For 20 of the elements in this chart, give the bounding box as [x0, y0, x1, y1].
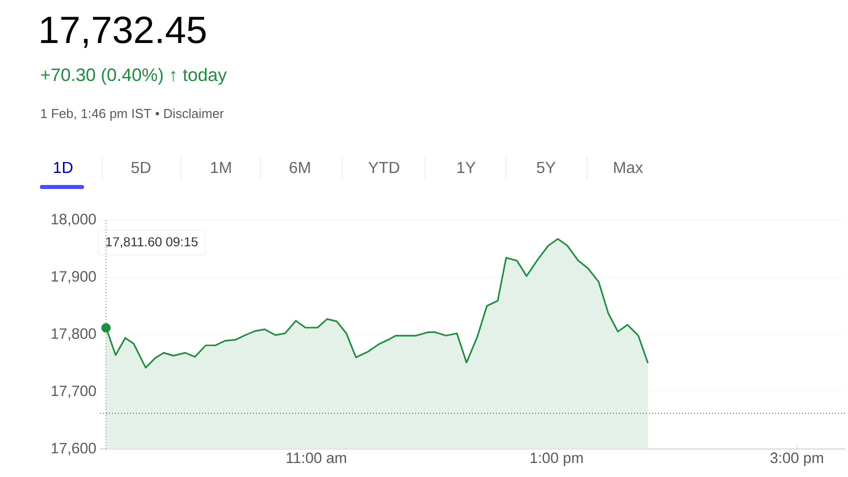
- y-tick-label: 18,000: [52, 214, 96, 226]
- y-tick-label: 17,800: [52, 328, 96, 341]
- text: 5D: [131, 162, 150, 174]
- chart-title: 17,732.45: [41, 16, 206, 48]
- x-tick-label: 11:00 am: [286, 452, 346, 464]
- text: 1 Feb, 1:46 pm IST • Disclaimer: [41, 108, 224, 121]
- chart-subtitle: +70.30 (0.40%) ↑ today: [41, 68, 227, 85]
- y-tick-label: 17,900: [52, 271, 96, 284]
- text: 1D: [54, 162, 72, 173]
- text: Max: [614, 162, 643, 174]
- text: YTD: [368, 162, 400, 173]
- text: 6M: [290, 162, 310, 174]
- annotation: 17,811.60 09:15: [106, 237, 198, 248]
- y-tick-label: 17,700: [52, 386, 96, 398]
- x-tick-label: 3:00 pm: [770, 452, 824, 466]
- text: 1Y: [457, 162, 476, 173]
- y-tick-label: 17,600: [52, 442, 96, 456]
- text: 5Y: [536, 162, 556, 174]
- x-tick-label: 1:00 pm: [530, 452, 583, 466]
- text: 1M: [211, 162, 231, 173]
